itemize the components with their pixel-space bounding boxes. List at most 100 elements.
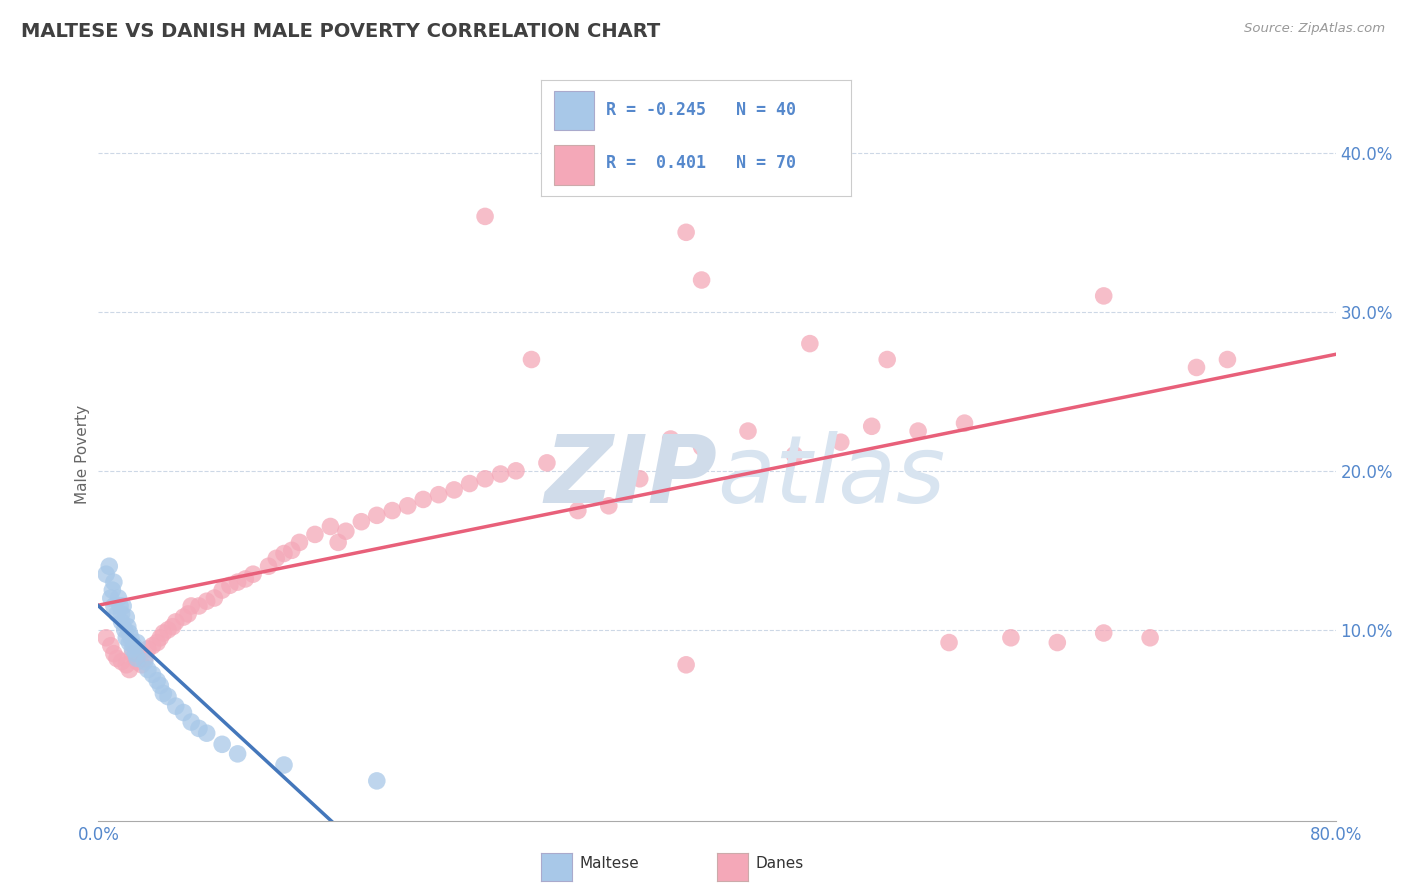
Point — [165, 615, 187, 629]
Point — [127, 655, 149, 669]
Point — [149, 678, 172, 692]
Point — [412, 492, 434, 507]
Point — [319, 519, 342, 533]
Point — [134, 651, 156, 665]
Point — [675, 225, 697, 239]
Point — [659, 432, 682, 446]
Y-axis label: Male Poverty: Male Poverty — [75, 405, 90, 505]
Point — [96, 631, 118, 645]
Point — [1139, 631, 1161, 645]
Point — [149, 631, 172, 645]
Point — [118, 663, 141, 677]
Point — [860, 419, 883, 434]
Point — [335, 524, 357, 539]
Point — [108, 599, 131, 613]
Point — [567, 503, 589, 517]
Point — [114, 623, 136, 637]
Point — [96, 567, 118, 582]
Point — [366, 508, 388, 523]
Text: MALTESE VS DANISH MALE POVERTY CORRELATION CHART: MALTESE VS DANISH MALE POVERTY CORRELATI… — [21, 22, 661, 41]
Point — [188, 722, 211, 736]
Point — [195, 726, 218, 740]
Point — [474, 210, 496, 224]
Point — [103, 647, 125, 661]
Point — [1046, 635, 1069, 649]
Point — [505, 464, 527, 478]
Point — [350, 515, 373, 529]
Point — [105, 607, 128, 621]
Point — [118, 635, 141, 649]
Point — [326, 535, 350, 549]
Text: Maltese: Maltese — [579, 856, 638, 871]
Point — [115, 631, 138, 645]
Point — [180, 599, 202, 613]
Point — [157, 690, 180, 704]
Point — [157, 623, 180, 637]
Point — [257, 559, 280, 574]
Point — [162, 620, 184, 634]
Point — [127, 651, 149, 665]
Point — [100, 639, 122, 653]
Point — [219, 578, 242, 592]
Point — [737, 424, 759, 438]
Point — [165, 699, 187, 714]
Point — [281, 543, 304, 558]
Point — [122, 639, 145, 653]
Point — [1185, 360, 1208, 375]
Text: ZIP: ZIP — [544, 431, 717, 523]
Point — [381, 503, 404, 517]
Point — [177, 607, 200, 621]
Point — [799, 336, 821, 351]
Point — [131, 657, 153, 672]
Point — [366, 773, 388, 788]
Text: atlas: atlas — [717, 432, 945, 523]
Point — [141, 667, 165, 681]
Point — [152, 626, 174, 640]
Point — [628, 472, 651, 486]
Point — [427, 488, 450, 502]
Point — [195, 594, 218, 608]
Point — [489, 467, 512, 481]
Point — [443, 483, 465, 497]
Point — [136, 641, 159, 656]
Point — [1092, 289, 1115, 303]
Point — [146, 635, 169, 649]
Point — [226, 747, 249, 761]
Point — [98, 559, 121, 574]
Point — [598, 499, 620, 513]
Point — [172, 706, 194, 720]
Point — [304, 527, 326, 541]
Point — [127, 635, 149, 649]
Point — [112, 599, 135, 613]
Point — [120, 631, 142, 645]
Point — [783, 448, 806, 462]
Text: Source: ZipAtlas.com: Source: ZipAtlas.com — [1244, 22, 1385, 36]
Point — [103, 599, 125, 613]
Point — [188, 599, 211, 613]
Point — [111, 607, 132, 621]
Point — [396, 499, 419, 513]
Text: R = -0.245   N = 40: R = -0.245 N = 40 — [606, 101, 796, 119]
Point — [536, 456, 558, 470]
Point — [121, 641, 143, 656]
Point — [458, 476, 481, 491]
Point — [830, 435, 852, 450]
Point — [180, 714, 202, 729]
Point — [107, 591, 129, 605]
Point — [907, 424, 929, 438]
Point — [211, 583, 233, 598]
Point — [938, 635, 960, 649]
Point — [474, 472, 496, 486]
Point — [100, 591, 122, 605]
Point — [520, 352, 543, 367]
Point — [690, 440, 713, 454]
Point — [242, 567, 264, 582]
Point — [204, 591, 226, 605]
Point — [172, 610, 194, 624]
Point — [152, 686, 174, 700]
Point — [101, 583, 124, 598]
Point — [111, 615, 132, 629]
Point — [953, 416, 976, 430]
Point — [118, 626, 141, 640]
Point — [273, 547, 295, 561]
